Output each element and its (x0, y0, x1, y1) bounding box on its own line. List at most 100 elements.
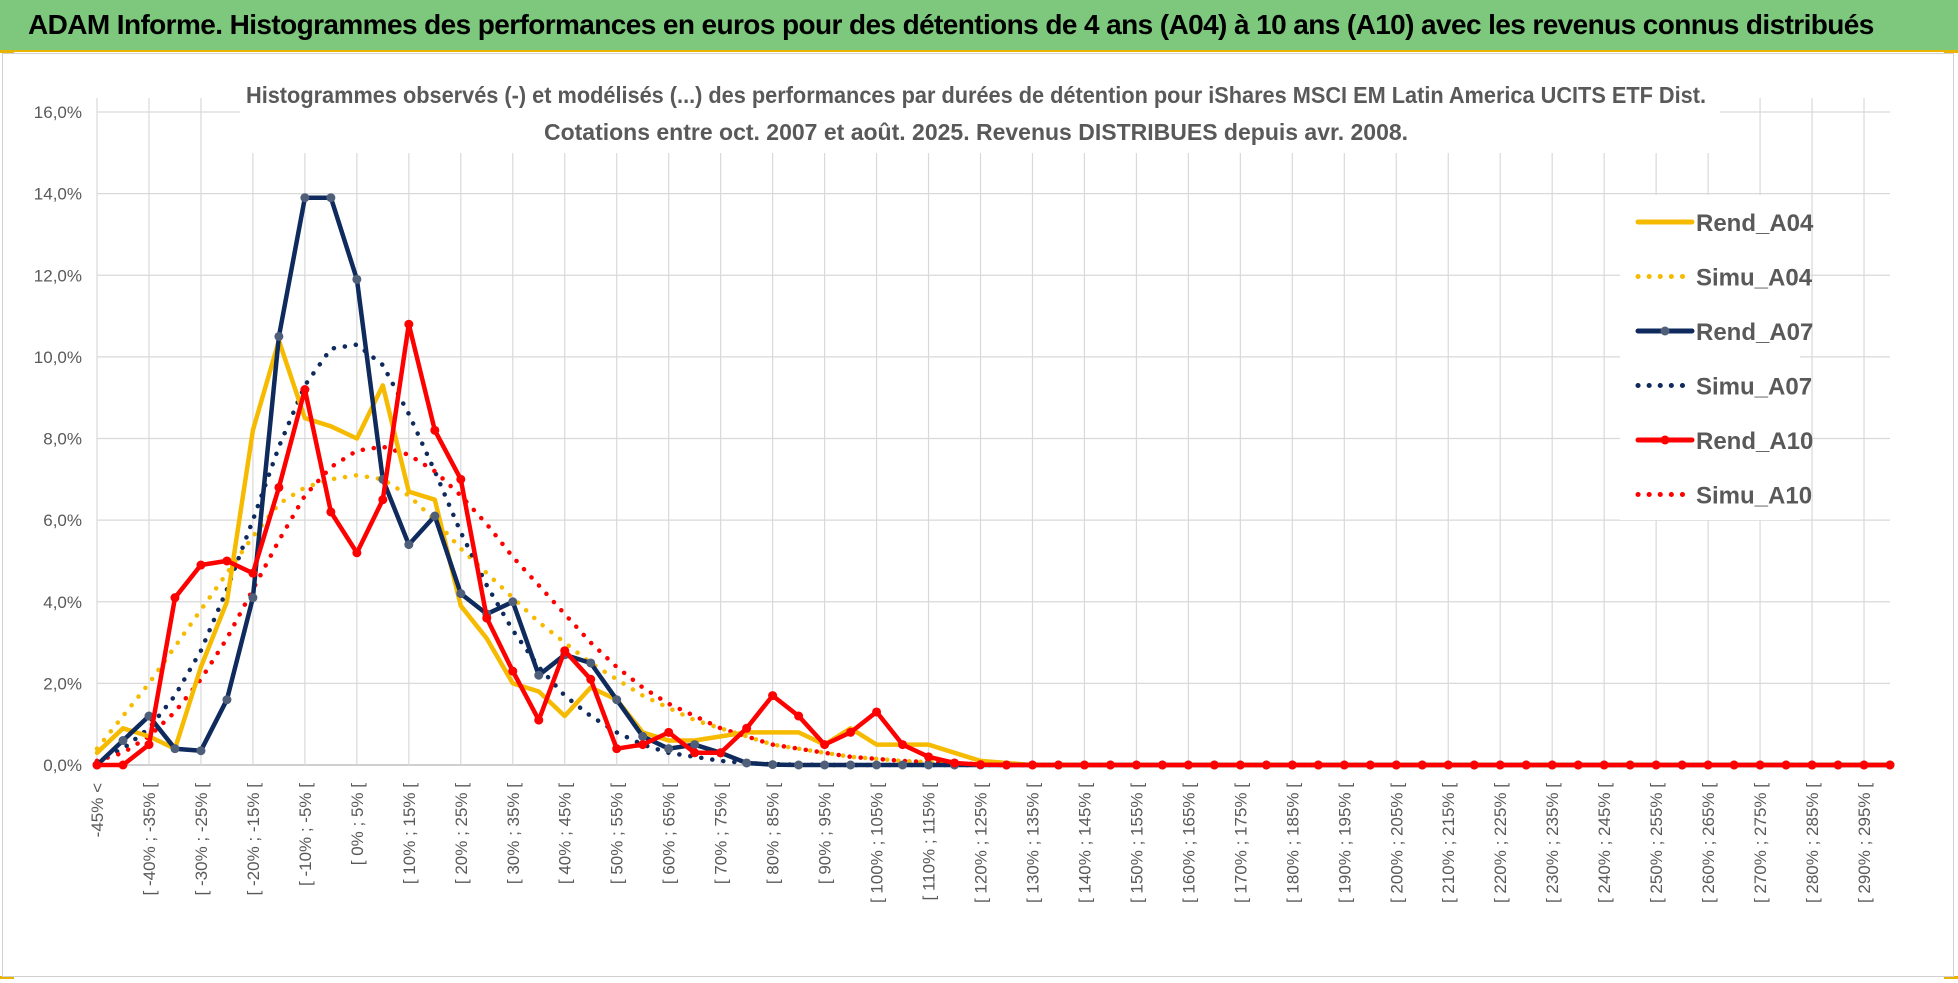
series-point-rend-a10 (1859, 760, 1869, 770)
y-tick-label: 4,0% (43, 593, 82, 612)
series-point-rend-a07 (768, 760, 778, 770)
legend-marker (1660, 435, 1670, 445)
series-point-rend-a10 (1235, 760, 1245, 770)
series-line-simu-a04 (94, 472, 1893, 768)
series-point-rend-a07 (118, 736, 128, 746)
series-point-rend-a10 (1261, 760, 1271, 770)
x-tick-label: [ 130% ; 135% [ (1023, 783, 1042, 903)
series-point-rend-a10 (586, 674, 596, 684)
series-point-rend-a10 (742, 723, 752, 733)
series-point-rend-a10 (1001, 760, 1011, 770)
series-point-rend-a07 (664, 744, 674, 754)
series-point-rend-a10 (118, 760, 128, 770)
legend-label-simu-a07: Simu_A07 (1696, 374, 1812, 401)
series-point-rend-a10 (1677, 760, 1687, 770)
series-point-rend-a07 (404, 540, 414, 550)
x-tick-label: [ 240% ; 245% [ (1595, 783, 1614, 903)
series-point-rend-a10 (1885, 760, 1895, 770)
series-point-rend-a10 (872, 707, 882, 717)
x-tick-label: [ 190% ; 195% [ (1335, 783, 1354, 903)
series-point-rend-a10 (170, 593, 180, 603)
series-point-rend-a10 (1339, 760, 1349, 770)
series-point-rend-a10 (1495, 760, 1505, 770)
series-point-rend-a10 (846, 727, 856, 737)
x-tick-label: [ 30% ; 35% [ (504, 783, 523, 884)
series-point-rend-a10 (612, 744, 622, 754)
series-point-rend-a10 (560, 646, 570, 656)
x-tick-label: [ 140% ; 145% [ (1075, 783, 1094, 903)
series-point-rend-a07 (690, 740, 700, 750)
legend-label-rend-a04: Rend_A04 (1696, 210, 1814, 237)
series-point-rend-a10 (1573, 760, 1583, 770)
x-tick-label: [ 20% ; 25% [ (452, 783, 471, 884)
x-tick-label: [ 210% ; 215% [ (1439, 783, 1458, 903)
series-point-rend-a10 (1651, 760, 1661, 770)
series-point-rend-a10 (92, 760, 102, 770)
series-point-rend-a07 (326, 193, 336, 203)
y-tick-label: 8,0% (43, 430, 82, 449)
series-point-rend-a10 (1755, 760, 1765, 770)
series-point-rend-a10 (222, 556, 232, 566)
x-tick-label: [ -20% ; -15% [ (244, 783, 263, 896)
y-tick-label: 16,0% (34, 103, 82, 122)
frame-corner-top-right (1944, 50, 1958, 53)
x-tick-label: [ 70% ; 75% [ (712, 783, 731, 884)
series-point-rend-a07 (924, 760, 934, 770)
series-point-rend-a07 (144, 711, 154, 721)
series-point-rend-a10 (1781, 760, 1791, 770)
series-point-rend-a10 (326, 507, 336, 517)
series-point-rend-a07 (638, 731, 648, 741)
series-point-rend-a10 (404, 319, 414, 329)
x-tick-label: [ 120% ; 125% [ (972, 783, 991, 903)
x-tick-label: [ 80% ; 85% [ (764, 783, 783, 884)
series-point-rend-a07 (794, 760, 804, 770)
series-point-rend-a10 (1469, 760, 1479, 770)
legend-label-rend-a07: Rend_A07 (1696, 319, 1813, 346)
series-point-rend-a07 (846, 760, 856, 770)
x-tick-label: [ 10% ; 15% [ (400, 783, 419, 884)
frame-corner-bottom-left (0, 976, 14, 979)
x-tick-label: [ 200% ; 205% [ (1387, 783, 1406, 903)
series-point-rend-a07 (898, 760, 908, 770)
series (92, 193, 1895, 770)
series-point-rend-a10 (690, 748, 700, 758)
series-point-rend-a10 (1521, 760, 1531, 770)
y-axis-ticks: 0,0% 2,0% 4,0% 6,0% 8,0% 10,0% 12,0% 14,0% 16,0% (34, 103, 82, 775)
series-point-rend-a07 (222, 695, 232, 705)
chart-title-line-2: Cotations entre oct. 2007 et août. 2025.… (544, 119, 1408, 145)
y-tick-label: 6,0% (43, 511, 82, 530)
series-point-rend-a10 (1209, 760, 1219, 770)
chart-title: Histogrammes observés (-) et modélisés (… (240, 75, 1720, 153)
series-point-rend-a10 (820, 740, 830, 750)
x-tick-label: [ 90% ; 95% [ (816, 783, 835, 884)
series-point-rend-a07 (274, 331, 284, 341)
series-point-rend-a10 (534, 715, 544, 725)
series-line-rend-a10 (94, 321, 1893, 768)
legend-label-simu-a04: Simu_A04 (1696, 265, 1813, 292)
chart-title-background (240, 75, 1720, 153)
series-point-rend-a10 (1287, 760, 1297, 770)
y-tick-label: 0,0% (43, 756, 82, 775)
series-point-rend-a10 (1547, 760, 1557, 770)
series-point-rend-a10 (274, 482, 284, 492)
x-tick-label: [ 50% ; 55% [ (608, 783, 627, 884)
series-point-rend-a10 (1157, 760, 1167, 770)
series-point-rend-a07 (508, 597, 518, 607)
series-point-rend-a10 (768, 691, 778, 701)
x-tick-label: -45% < (88, 783, 107, 837)
series-point-rend-a10 (1729, 760, 1739, 770)
legend-label-simu-a10: Simu_A10 (1696, 483, 1812, 510)
series-point-rend-a07 (534, 670, 544, 680)
x-tick-label: [ 250% ; 255% [ (1647, 783, 1666, 903)
series-point-rend-a07 (248, 593, 258, 603)
x-tick-label: [ 280% ; 285% [ (1803, 783, 1822, 903)
series-point-rend-a10 (482, 613, 492, 623)
legend: Rend_A04 Simu_A04 Rend_A07 Simu_A07 Rend_A10… (1620, 195, 1814, 520)
series-point-rend-a10 (1703, 760, 1713, 770)
x-tick-label: [ 0% ; 5% [ (348, 783, 367, 865)
series-point-rend-a07 (300, 193, 310, 203)
series-point-rend-a10 (1599, 760, 1609, 770)
series-point-rend-a10 (1313, 760, 1323, 770)
series-point-rend-a07 (742, 758, 752, 768)
